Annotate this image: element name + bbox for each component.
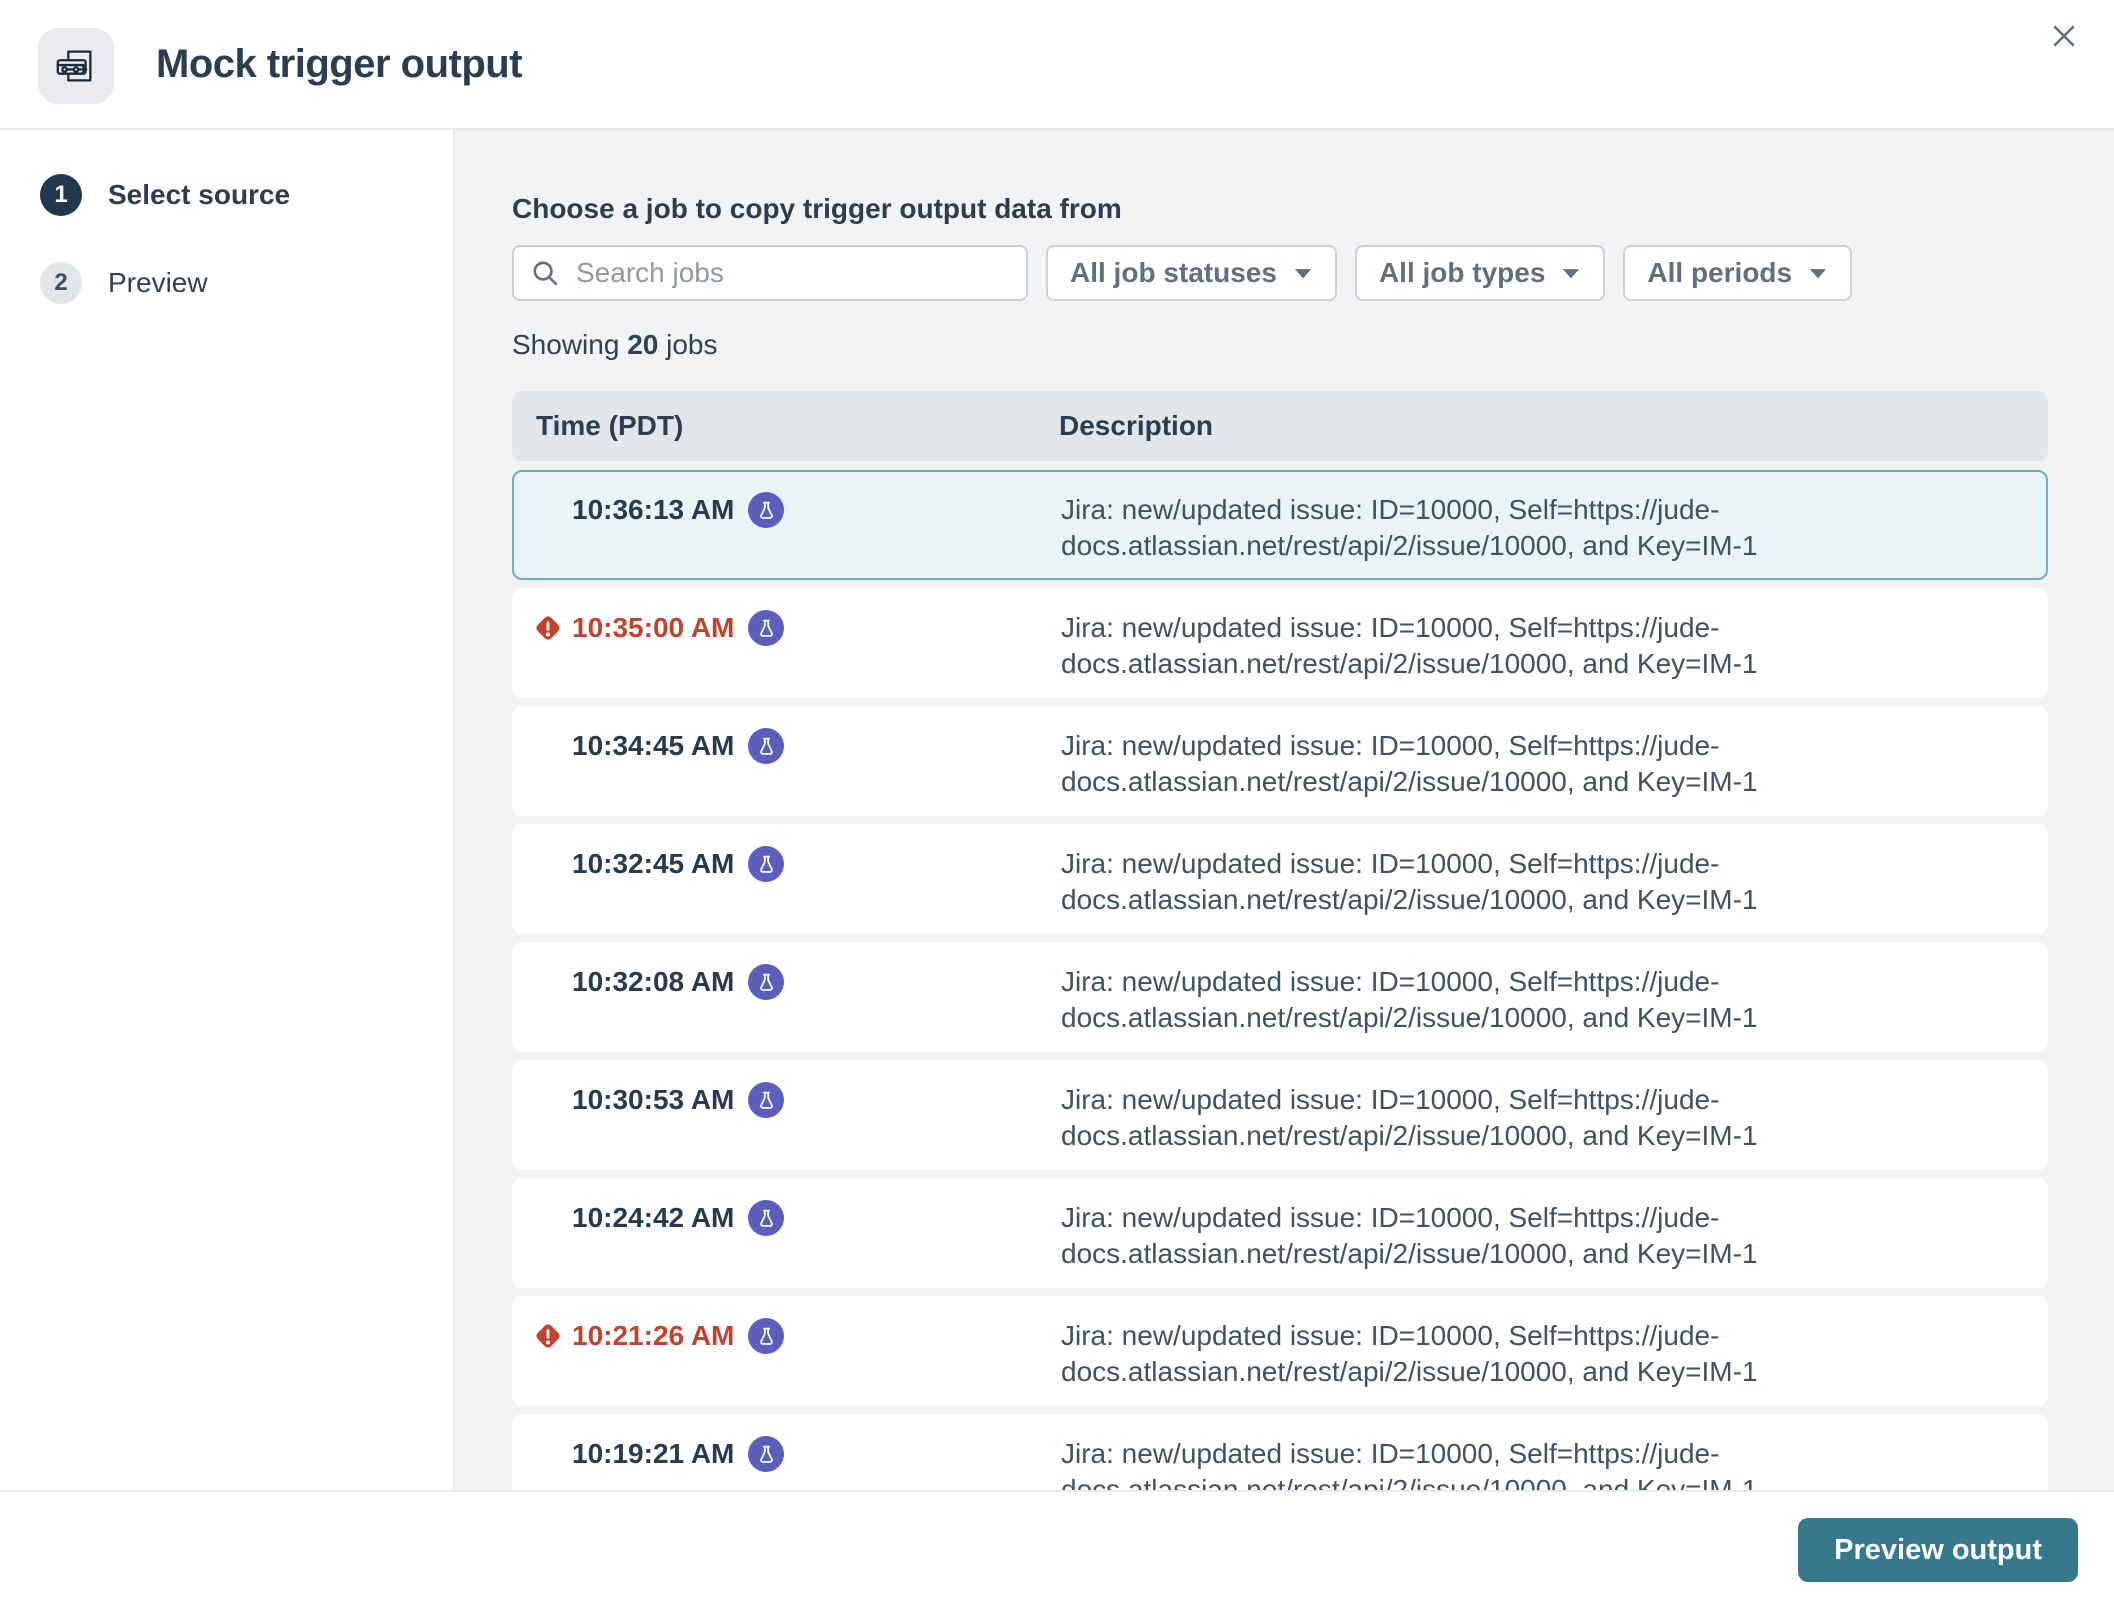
chevron-down-icon <box>1293 267 1313 280</box>
step-label: Select source <box>108 179 291 210</box>
filter-label: All job types <box>1378 257 1546 288</box>
job-time: 10:30:53 AM <box>572 1084 735 1115</box>
step-select-source[interactable]: 1 Select source <box>40 174 453 216</box>
job-description-cell: Jira: new/updated issue: ID=10000, Self=… <box>1061 1318 2046 1390</box>
test-flask-icon <box>748 492 785 528</box>
job-time-cell: 10:34:45 AM <box>514 728 1061 800</box>
error-icon <box>532 612 564 644</box>
job-description-cell: Jira: new/updated issue: ID=10000, Self=… <box>1061 728 2046 800</box>
job-row[interactable]: 10:32:45 AM Jira: new/updated issue: ID=… <box>512 824 2048 934</box>
job-description: Jira: new/updated issue: ID=10000, Self=… <box>1061 1084 1758 1151</box>
test-flask-icon <box>748 846 785 882</box>
test-flask-icon <box>748 964 785 1000</box>
search-jobs-input[interactable] <box>574 256 1010 290</box>
step-number-badge: 2 <box>40 262 82 304</box>
job-description: Jira: new/updated issue: ID=10000, Self=… <box>1061 848 1758 915</box>
chevron-down-icon <box>1808 267 1828 280</box>
job-row[interactable]: 10:34:45 AM Jira: new/updated issue: ID=… <box>512 706 2048 816</box>
job-time: 10:24:42 AM <box>572 1202 735 1233</box>
job-description-cell: Jira: new/updated issue: ID=10000, Self=… <box>1061 1200 2046 1272</box>
job-description: Jira: new/updated issue: ID=10000, Self=… <box>1061 1320 1758 1387</box>
job-row[interactable]: 10:36:13 AM Jira: new/updated issue: ID=… <box>512 470 2048 580</box>
job-row[interactable]: 10:35:00 AM Jira: new/updated issue: ID=… <box>512 588 2048 698</box>
filter-label: All periods <box>1647 257 1793 288</box>
job-description: Jira: new/updated issue: ID=10000, Self=… <box>1061 1202 1758 1269</box>
job-description: Jira: new/updated issue: ID=10000, Self=… <box>1061 494 1758 561</box>
job-row[interactable]: 10:32:08 AM Jira: new/updated issue: ID=… <box>512 942 2048 1052</box>
job-description-cell: Jira: new/updated issue: ID=10000, Self=… <box>1061 1082 2046 1154</box>
job-row[interactable]: 10:24:42 AM Jira: new/updated issue: ID=… <box>512 1178 2048 1288</box>
stepper-sidebar: 1 Select source 2 Preview <box>0 130 455 1608</box>
job-description: Jira: new/updated issue: ID=10000, Self=… <box>1061 612 1758 679</box>
job-time-cell: 10:32:08 AM <box>514 964 1061 1036</box>
job-time: 10:19:21 AM <box>572 1438 735 1469</box>
job-time-cell: 10:21:26 AM <box>514 1318 1061 1390</box>
table-header-row: Time (PDT) Description <box>512 391 2048 461</box>
job-row[interactable]: 10:30:53 AM Jira: new/updated issue: ID=… <box>512 1060 2048 1170</box>
job-description: Jira: new/updated issue: ID=10000, Self=… <box>1061 730 1758 797</box>
filter-label: All job statuses <box>1070 257 1277 288</box>
job-description: Jira: new/updated issue: ID=10000, Self=… <box>1061 966 1758 1033</box>
step-label: Preview <box>108 267 208 298</box>
results-count: 20 <box>627 329 659 360</box>
job-description-cell: Jira: new/updated issue: ID=10000, Self=… <box>1061 492 2046 564</box>
panel-heading: Choose a job to copy trigger output data… <box>512 193 1122 224</box>
job-time: 10:32:08 AM <box>572 966 735 997</box>
filter-periods[interactable]: All periods <box>1623 245 1853 301</box>
trigger-output-icon <box>38 28 114 104</box>
job-time-cell: 10:24:42 AM <box>514 1200 1061 1272</box>
step-number-badge: 1 <box>40 174 82 216</box>
chevron-down-icon <box>1561 267 1581 280</box>
job-description-cell: Jira: new/updated issue: ID=10000, Self=… <box>1061 610 2046 682</box>
test-flask-icon <box>748 1082 785 1118</box>
search-icon <box>530 258 560 288</box>
dialog-title: Mock trigger output <box>156 41 523 86</box>
job-time: 10:21:26 AM <box>572 1320 735 1351</box>
job-rows: 10:36:13 AM Jira: new/updated issue: ID=… <box>512 470 2048 1524</box>
job-time-cell: 10:19:21 AM <box>514 1436 1061 1508</box>
dialog-header: Mock trigger output <box>0 0 2114 130</box>
job-time: 10:36:13 AM <box>572 494 735 525</box>
job-time: 10:34:45 AM <box>572 730 735 761</box>
job-time: 10:32:45 AM <box>572 848 735 879</box>
filter-toolbar: All job statuses All job types All perio… <box>512 245 2114 301</box>
job-description-cell: Jira: new/updated issue: ID=10000, Self=… <box>1061 964 2046 1036</box>
column-header-description: Description <box>1059 410 1214 441</box>
error-icon <box>532 1320 564 1352</box>
preview-output-button[interactable]: Preview output <box>1798 1518 2078 1582</box>
job-time: 10:35:00 AM <box>572 612 735 643</box>
test-flask-icon <box>748 1318 785 1354</box>
column-header-time: Time (PDT) <box>536 410 684 441</box>
job-time-cell: 10:35:00 AM <box>514 610 1061 682</box>
jobs-table: Time (PDT) Description 10:36:13 AM Ji <box>512 391 2048 1524</box>
close-button[interactable] <box>2040 12 2088 60</box>
filter-job-types[interactable]: All job types <box>1354 245 1606 301</box>
test-flask-icon <box>748 1436 785 1472</box>
job-picker-panel: Choose a job to copy trigger output data… <box>455 130 2114 1608</box>
job-time-cell: 10:30:53 AM <box>514 1082 1061 1154</box>
test-flask-icon <box>748 728 785 764</box>
filter-job-statuses[interactable]: All job statuses <box>1046 245 1337 301</box>
job-time-cell: 10:36:13 AM <box>514 492 1061 564</box>
job-description-cell: Jira: new/updated issue: ID=10000, Self=… <box>1061 846 2046 918</box>
results-summary: Showing 20 jobs <box>512 329 718 360</box>
test-flask-icon <box>748 1200 785 1236</box>
dialog-footer: Preview output <box>0 1490 2114 1608</box>
close-icon <box>2046 25 2082 57</box>
test-flask-icon <box>748 610 785 646</box>
search-jobs-box[interactable] <box>512 245 1028 301</box>
step-preview[interactable]: 2 Preview <box>40 262 453 304</box>
job-time-cell: 10:32:45 AM <box>514 846 1061 918</box>
job-row[interactable]: 10:21:26 AM Jira: new/updated issue: ID=… <box>512 1296 2048 1406</box>
